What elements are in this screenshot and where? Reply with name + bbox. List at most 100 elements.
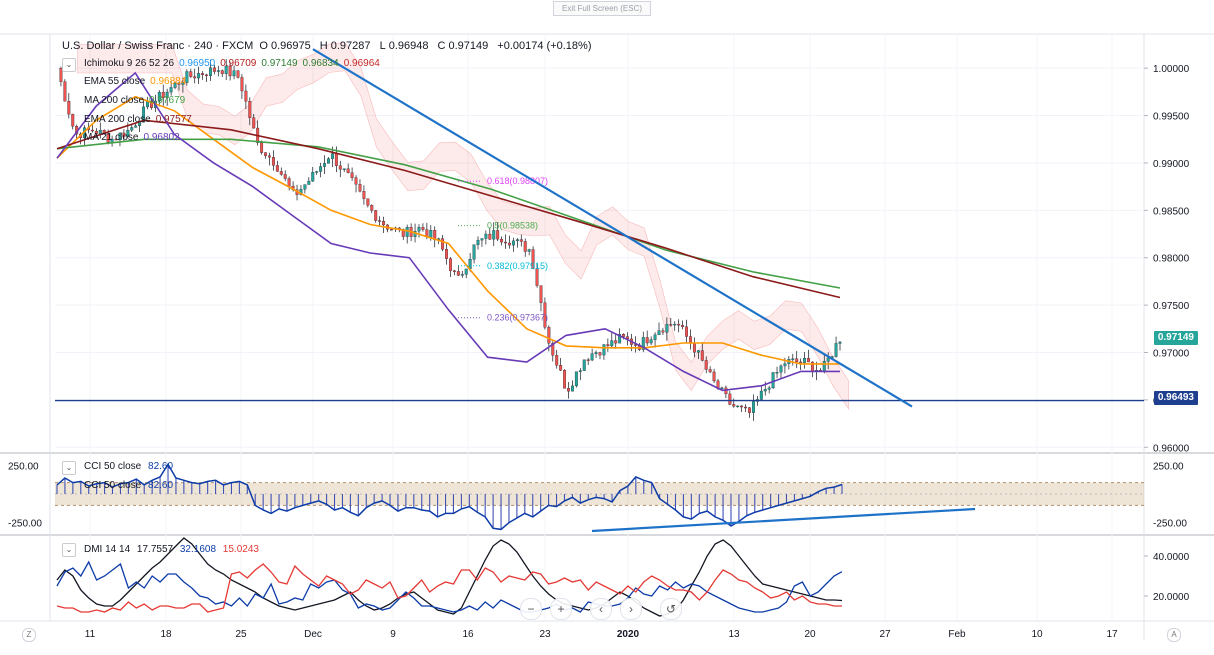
time-tick-label: 13 <box>728 629 740 640</box>
candle-body <box>224 65 228 74</box>
candle-body <box>358 184 362 192</box>
candle-body <box>161 91 165 98</box>
time-tick-label: 27 <box>879 629 891 640</box>
candle-body <box>527 249 531 252</box>
candle-body <box>598 352 602 356</box>
ma-line-ema-200-close <box>56 119 841 299</box>
candle-body <box>287 178 291 187</box>
candle-body <box>319 166 323 172</box>
candle-body <box>708 369 712 373</box>
collapse-indicators-toggle[interactable]: ⌄ <box>62 58 76 72</box>
candle-body <box>311 172 315 182</box>
indicator-value: 0.96964 <box>343 58 380 69</box>
candle-body <box>692 343 696 353</box>
cci-line <box>56 462 843 531</box>
indicator-label: MA 21 close <box>84 132 139 143</box>
candle-body <box>661 330 665 333</box>
candle-body <box>763 389 767 392</box>
candle-body <box>264 152 267 156</box>
zoom-out-button[interactable]: − <box>520 598 542 620</box>
candle-body <box>452 270 456 272</box>
candle-body <box>547 327 551 344</box>
candle-body <box>472 244 476 260</box>
candle-body <box>315 171 319 173</box>
fib-level-label: 0.618(0.98807) <box>487 176 548 186</box>
candle-body <box>622 334 626 337</box>
candle-body <box>370 205 374 211</box>
dmi-tick-label: 40.0000 <box>1153 552 1190 563</box>
indicator-value: 0.97679 <box>149 95 186 106</box>
time-tick-label: 9 <box>390 629 396 640</box>
candle-body <box>216 70 220 72</box>
dmi-collapse-toggle[interactable]: ⌄ <box>62 543 76 557</box>
cci-legend-1: CCI 50 close 82.60 <box>84 461 173 472</box>
candle-body <box>614 340 618 344</box>
candle-body <box>228 65 232 77</box>
symbol-legend: U.S. Dollar / Swiss Franc · 240 · FXCM O… <box>62 40 594 52</box>
candle-body <box>779 365 783 373</box>
candle-body <box>480 238 484 241</box>
candle-body <box>260 142 264 153</box>
candle-body <box>201 73 205 76</box>
candle-body <box>122 132 126 137</box>
candle-body <box>759 390 763 400</box>
indicator-legend-3: EMA 200 close 0.97577 <box>84 114 192 125</box>
candle-body <box>212 67 216 72</box>
candle-body <box>118 132 122 141</box>
ohlc-c-key: C <box>437 40 446 52</box>
cci-tick-label-left: 250.00 <box>8 461 39 472</box>
cci-tick-label-left: -250.00 <box>8 519 42 530</box>
cci-collapse-toggle[interactable]: ⌄ <box>62 461 76 475</box>
candle-body <box>346 168 350 173</box>
candle-body <box>783 363 787 367</box>
candle-body <box>165 91 169 98</box>
candle-body <box>574 371 578 387</box>
candle-body <box>519 239 523 242</box>
ohlc-c-value: 0.97149 <box>448 40 489 52</box>
candle-body <box>838 341 842 344</box>
time-tick-label: 16 <box>462 629 474 640</box>
candle-body <box>645 337 649 344</box>
indicator-value: 0.96950 <box>179 58 216 69</box>
candle-body <box>275 165 279 172</box>
candle-body <box>63 81 67 102</box>
candle-body <box>551 343 555 356</box>
candle-body <box>484 233 488 239</box>
candle-body <box>130 127 134 131</box>
candle-body <box>67 101 71 115</box>
reset-chart-button[interactable]: ↺ <box>660 598 682 620</box>
dmi-plus-di-value: 32.1608 <box>179 544 217 555</box>
candle-body <box>441 238 445 250</box>
ohlc-h-value: 0.97287 <box>330 40 371 52</box>
candle-body <box>696 350 700 353</box>
candle-body <box>685 326 688 337</box>
timezone-button[interactable]: Z <box>22 628 36 642</box>
current-price-tag: 0.97149 <box>1153 331 1198 345</box>
candle-body <box>330 153 334 159</box>
candle-body <box>567 388 570 392</box>
auto-scale-button[interactable]: A <box>1167 628 1181 642</box>
time-tick-label: 10 <box>1031 629 1043 640</box>
candle-body <box>775 372 779 374</box>
candle-body <box>720 387 724 390</box>
zoom-in-button[interactable]: + <box>550 598 572 620</box>
time-tick-label: 2020 <box>617 629 640 640</box>
exit-fullscreen-hint[interactable]: Exit Full Screen (ESC) <box>553 1 651 16</box>
indicator-legend-1: EMA 55 close 0.96884 <box>84 76 186 87</box>
candle-body <box>511 240 515 246</box>
scroll-right-button[interactable]: › <box>620 598 642 620</box>
candle-body <box>244 90 248 102</box>
cci-legend-label: CCI 50 close <box>84 461 142 472</box>
indicator-value: 0.96884 <box>150 76 187 87</box>
scroll-left-button[interactable]: ‹ <box>590 598 612 620</box>
candle-body <box>834 343 838 357</box>
candle-body <box>500 238 504 243</box>
price-tick-label: 0.97000 <box>1153 348 1190 359</box>
candle-body <box>362 191 366 199</box>
ohlc-l: L 0.96948 <box>380 40 432 52</box>
candle-body <box>657 330 661 336</box>
candle-body <box>374 210 378 221</box>
candle-body <box>456 271 460 276</box>
candle-body <box>354 177 358 185</box>
